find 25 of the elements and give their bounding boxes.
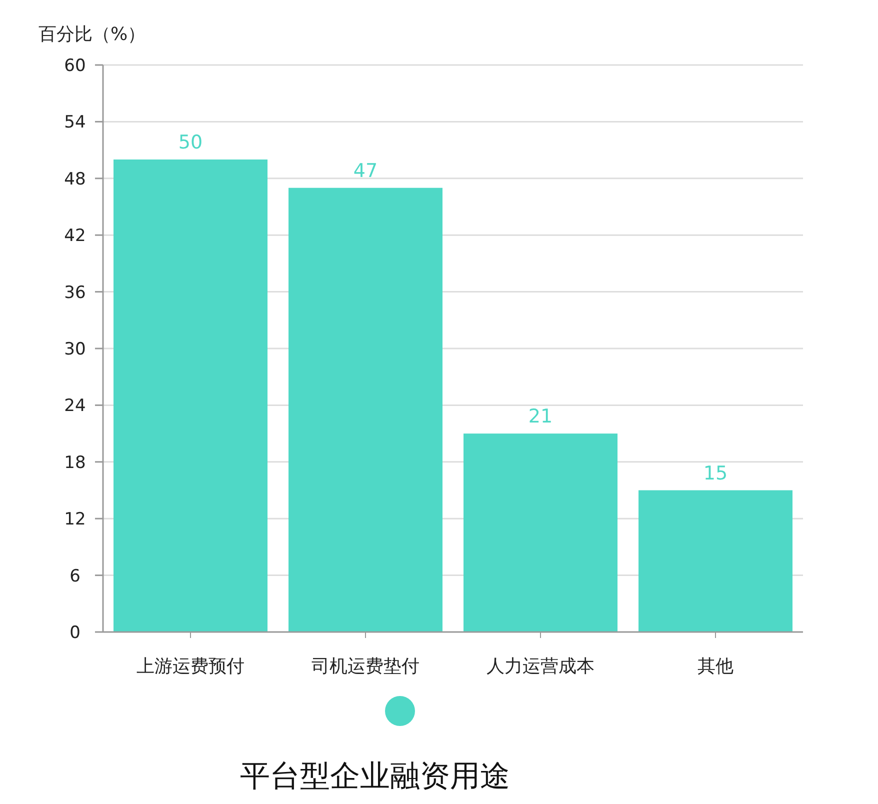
y-tick-label: 6 [70,566,80,586]
x-tick-label: 上游运费预付 [136,656,244,677]
y-axis-title: 百分比（%） [38,24,146,45]
data-label: 21 [528,406,553,428]
bar [288,188,442,632]
y-tick-label: 54 [64,112,86,133]
data-label: 47 [353,160,378,182]
y-tick-label: 30 [64,340,86,360]
bar [114,160,268,632]
x-tick-label: 其他 [698,656,734,677]
y-tick-label: 42 [64,226,86,246]
bar [638,490,792,632]
data-label: 15 [703,462,728,484]
y-tick-label: 0 [70,623,80,643]
y-tick-label: 60 [64,56,86,76]
bar [464,434,618,632]
y-tick-label: 12 [64,510,86,530]
y-tick-label: 18 [64,452,86,473]
y-tick-label: 36 [64,282,86,303]
y-tick-label: 48 [64,169,86,190]
data-label: 50 [178,132,203,154]
y-tick-label: 24 [64,396,86,416]
text: 平台型企业融资用途 [240,759,510,794]
x-tick-label: 人力运营成本 [486,656,594,677]
x-tick-label: 司机运费垫付 [312,656,420,677]
